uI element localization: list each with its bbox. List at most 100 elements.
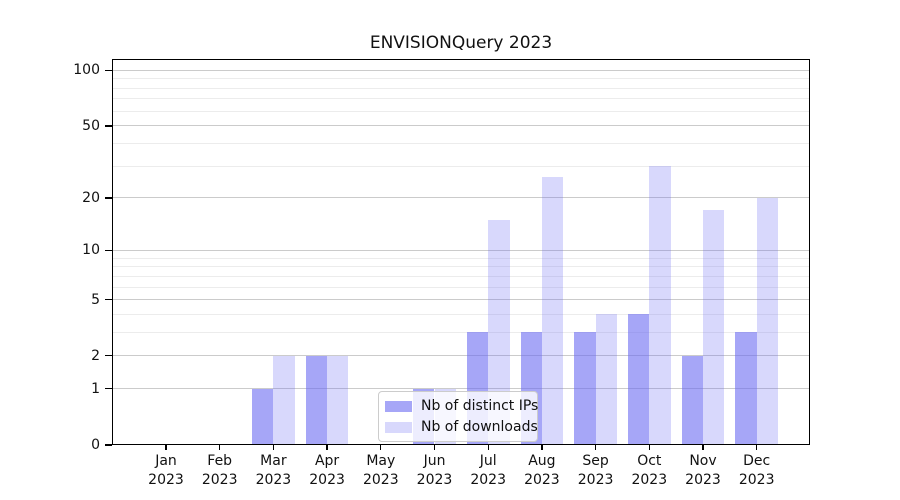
x-tick-label: Sep 2023 <box>551 452 641 490</box>
x-tick-month: May <box>366 453 396 469</box>
bar-downloads-aug <box>541 177 564 445</box>
bar-downloads-mar <box>273 355 295 445</box>
x-tick-month: Apr <box>314 453 340 469</box>
x-tick-mark <box>165 445 167 450</box>
minor-gridline <box>112 286 810 288</box>
x-tick-label: Jul 2023 <box>443 452 533 490</box>
bar-ips-apr <box>305 355 328 445</box>
x-tick-year: 2023 <box>470 472 506 488</box>
y-tick-label: 10 <box>82 242 100 259</box>
bar-downloads-sep <box>595 314 617 445</box>
x-tick-label: Mar 2023 <box>228 452 318 490</box>
minor-gridline <box>112 266 810 268</box>
minor-gridline <box>112 78 810 80</box>
y-tick-label: 2 <box>91 347 100 364</box>
major-gridline <box>112 355 810 357</box>
chart-title: ENVISIONQuery 2023 <box>369 33 553 53</box>
x-tick-label: Jan 2023 <box>121 452 211 490</box>
x-tick-label: Dec 2023 <box>712 452 802 490</box>
x-tick-mark <box>380 445 382 450</box>
bar-ips-mar <box>252 388 274 445</box>
x-tick-month: Feb <box>207 453 233 469</box>
minor-gridline <box>112 143 810 145</box>
y-tick-mark <box>105 355 112 357</box>
minor-gridline <box>112 87 810 89</box>
x-tick-mark <box>756 445 758 450</box>
y-tick-mark <box>105 125 112 127</box>
x-tick-month: Jun <box>423 453 446 469</box>
minor-gridline <box>112 313 810 315</box>
x-tick-label: Apr 2023 <box>282 452 372 490</box>
x-tick-month: Dec <box>743 453 771 469</box>
x-tick-label: Oct 2023 <box>604 452 694 490</box>
bar-downloads-nov <box>703 210 725 445</box>
legend-label-downloads: Nb of downloads <box>421 419 538 435</box>
legend: Nb of distinct IPs Nb of downloads <box>378 391 538 442</box>
x-tick-month: Jan <box>155 453 177 469</box>
x-tick-year: 2023 <box>148 472 184 488</box>
x-tick-year: 2023 <box>577 472 614 488</box>
major-gridline <box>112 249 810 251</box>
x-tick-month: Mar <box>260 453 287 469</box>
legend-swatch-distinct-ips <box>385 400 412 412</box>
major-gridline <box>112 69 810 71</box>
legend-swatch-downloads <box>385 421 412 433</box>
bar-ips-dec <box>735 332 757 445</box>
y-tick-mark <box>105 298 112 301</box>
x-tick-label: Aug 2023 <box>497 452 587 490</box>
y-tick-label: 5 <box>91 291 100 308</box>
x-tick-year: 2023 <box>738 472 775 488</box>
y-tick-mark <box>105 197 112 199</box>
x-tick-mark <box>219 445 221 450</box>
legend-item-distinct-ips: Nb of distinct IPs <box>385 398 538 414</box>
minor-gridline <box>112 257 810 259</box>
y-tick-mark <box>105 444 112 446</box>
x-tick-year: 2023 <box>524 472 560 488</box>
x-tick-year: 2023 <box>201 472 238 488</box>
bar-ips-sep <box>574 332 596 445</box>
x-tick-label: Nov 2023 <box>658 452 748 490</box>
x-tick-mark <box>648 445 650 450</box>
x-tick-year: 2023 <box>309 472 345 488</box>
x-tick-mark <box>541 445 543 450</box>
plot-area: Nb of distinct IPs Nb of downloads <box>112 59 810 445</box>
bar-downloads-dec <box>756 197 779 445</box>
minor-gridline <box>112 275 810 277</box>
bar-ips-oct <box>627 314 650 445</box>
y-tick-mark <box>105 249 112 251</box>
bar-downloads-jul <box>488 219 510 445</box>
legend-label-distinct-ips: Nb of distinct IPs <box>421 398 539 414</box>
x-tick-month: Sep <box>582 453 609 469</box>
x-tick-label: May 2023 <box>336 452 426 490</box>
x-tick-label: Feb 2023 <box>175 452 265 490</box>
y-tick-label: 1 <box>91 380 100 397</box>
x-tick-year: 2023 <box>255 472 292 488</box>
x-tick-mark <box>487 445 489 450</box>
major-gridline <box>112 299 810 301</box>
legend-item-downloads: Nb of downloads <box>385 419 538 435</box>
x-tick-mark <box>433 445 436 450</box>
bar-downloads-oct <box>649 166 671 445</box>
bar-ips-nov <box>681 355 703 445</box>
x-tick-mark <box>702 445 704 450</box>
x-tick-month: Aug <box>528 453 556 469</box>
x-tick-month: Jul <box>479 453 497 469</box>
major-gridline <box>112 197 810 199</box>
minor-gridline <box>112 98 810 100</box>
bar-downloads-apr <box>327 355 349 445</box>
y-tick-label: 50 <box>82 117 100 134</box>
y-tick-label: 100 <box>73 62 100 79</box>
y-tick-mark <box>105 69 112 72</box>
major-gridline <box>112 125 810 127</box>
minor-gridline <box>112 331 810 333</box>
x-tick-label: Jun 2023 <box>390 452 480 490</box>
major-gridline <box>112 388 810 390</box>
x-tick-month: Nov <box>689 453 717 469</box>
x-tick-year: 2023 <box>631 472 668 488</box>
x-tick-mark <box>594 445 597 450</box>
y-tick-label: 0 <box>91 437 100 453</box>
x-tick-year: 2023 <box>685 472 721 488</box>
x-tick-mark <box>326 445 328 450</box>
minor-gridline <box>112 110 810 112</box>
